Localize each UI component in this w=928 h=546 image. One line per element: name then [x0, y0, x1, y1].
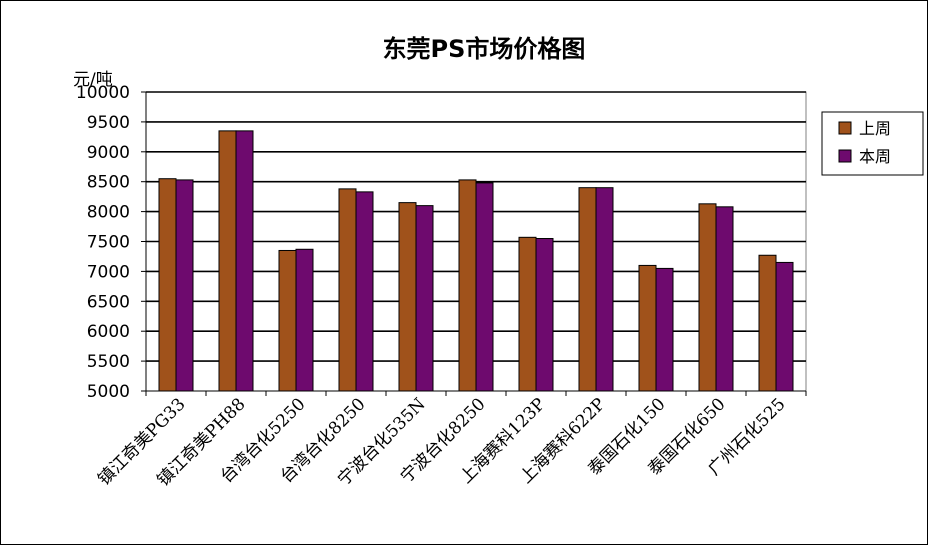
y-tick-label: 7500: [87, 233, 130, 253]
bar-last-week: [578, 187, 597, 392]
bar-this-week: [775, 261, 794, 392]
y-tick-labels: 5000 5500 6000 6500 7000 7500 8000 8500 9000 9500…: [76, 83, 130, 402]
bar-this-week: [175, 179, 194, 392]
legend-label: 上周: [859, 119, 891, 138]
bar-this-week: [595, 187, 614, 392]
y-tick-label: 9000: [87, 143, 130, 163]
bar-last-week: [458, 179, 477, 392]
legend-label: 本周: [859, 147, 891, 166]
bar-last-week: [158, 178, 177, 392]
y-tick-label: 7000: [87, 262, 130, 282]
bar-this-week: [235, 130, 254, 392]
bar-this-week: [475, 182, 494, 392]
y-tick-label: 5000: [87, 382, 130, 402]
legend-swatch: [838, 149, 852, 163]
y-tick-label: 5500: [87, 352, 130, 372]
bar-last-week: [638, 264, 657, 392]
x-tick-labels: 镇江奇美PG33镇江奇美PH88台湾台化5250台湾台化8250宁波台化535N…: [94, 394, 789, 491]
axes: [141, 91, 807, 396]
bar-last-week: [218, 130, 237, 392]
bar-last-week: [518, 236, 537, 392]
legend-swatch: [838, 121, 852, 135]
y-tick-label: 8500: [87, 173, 130, 193]
y-tick-label: 6500: [87, 292, 130, 312]
bar-this-week: [715, 206, 734, 392]
y-tick-label: 6000: [87, 322, 130, 342]
bar-this-week: [535, 238, 554, 392]
chart-title: 东莞PS市场价格图: [383, 35, 586, 63]
bar-last-week: [278, 249, 297, 392]
bar-last-week: [338, 188, 357, 392]
bars: [158, 130, 794, 392]
y-tick-label: 9500: [87, 113, 130, 133]
y-tick-label: 10000: [76, 83, 130, 103]
bar-this-week: [415, 205, 434, 392]
bar-this-week: [355, 191, 374, 392]
bar-last-week: [398, 202, 417, 392]
y-axis-unit-label: 元/吨: [73, 70, 113, 90]
bar-this-week: [655, 267, 674, 392]
bar-last-week: [698, 203, 717, 392]
bar-last-week: [758, 254, 777, 392]
y-tick-label: 8000: [87, 203, 130, 223]
bar-this-week: [295, 248, 314, 392]
